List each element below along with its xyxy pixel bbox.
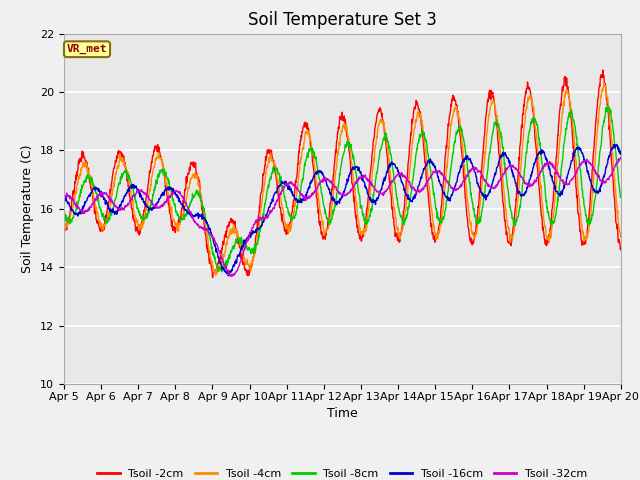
Tsoil -4cm [184,185,191,191]
Tsoil -8cm [60,205,68,211]
Line: Tsoil -2cm: Tsoil -2cm [64,70,621,277]
Y-axis label: Soil Temperature (C): Soil Temperature (C) [22,144,35,273]
Tsoil -16cm [612,142,620,147]
Tsoil -32cm [617,155,625,160]
Tsoil -2cm [170,226,178,232]
Tsoil -2cm [617,246,625,252]
Tsoil -8cm [184,208,191,214]
Tsoil -16cm [502,152,509,157]
Tsoil -8cm [246,247,254,252]
Line: Tsoil -16cm: Tsoil -16cm [64,144,621,276]
Tsoil -32cm [551,165,559,171]
Tsoil -32cm [228,274,236,279]
Tsoil -32cm [502,167,509,173]
Tsoil -16cm [617,152,625,157]
Tsoil -16cm [60,193,68,199]
Tsoil -8cm [604,103,612,108]
Tsoil -4cm [502,206,509,212]
Tsoil -2cm [60,222,68,228]
Tsoil -4cm [551,197,559,203]
Tsoil -16cm [551,183,559,189]
Tsoil -32cm [184,205,191,211]
Tsoil -4cm [170,218,178,224]
Legend: Tsoil -2cm, Tsoil -4cm, Tsoil -8cm, Tsoil -16cm, Tsoil -32cm: Tsoil -2cm, Tsoil -4cm, Tsoil -8cm, Tsoi… [93,465,592,480]
Tsoil -32cm [170,188,178,194]
Tsoil -8cm [551,215,559,220]
X-axis label: Time: Time [327,407,358,420]
Tsoil -16cm [184,210,191,216]
Tsoil -4cm [212,273,220,278]
Tsoil -4cm [429,219,437,225]
Tsoil -8cm [617,195,625,201]
Tsoil -16cm [429,160,437,166]
Tsoil -16cm [246,235,254,240]
Text: VR_met: VR_met [67,44,108,54]
Tsoil -2cm [551,170,559,176]
Tsoil -32cm [60,192,68,198]
Line: Tsoil -32cm: Tsoil -32cm [64,157,621,276]
Tsoil -16cm [225,273,232,279]
Tsoil -2cm [184,171,191,177]
Tsoil -32cm [246,229,254,235]
Tsoil -2cm [246,267,254,273]
Tsoil -8cm [170,202,178,207]
Tsoil -4cm [60,228,68,233]
Tsoil -4cm [617,235,625,240]
Tsoil -4cm [246,269,254,275]
Tsoil -4cm [600,81,608,86]
Tsoil -8cm [218,269,226,275]
Tsoil -2cm [429,234,437,240]
Tsoil -2cm [599,67,607,73]
Tsoil -16cm [170,191,178,196]
Tsoil -2cm [209,275,216,280]
Line: Tsoil -4cm: Tsoil -4cm [64,84,621,276]
Tsoil -2cm [502,225,509,230]
Title: Soil Temperature Set 3: Soil Temperature Set 3 [248,11,437,29]
Line: Tsoil -8cm: Tsoil -8cm [64,106,621,272]
Tsoil -32cm [429,168,437,174]
Tsoil -8cm [502,168,509,174]
Tsoil -8cm [429,186,437,192]
